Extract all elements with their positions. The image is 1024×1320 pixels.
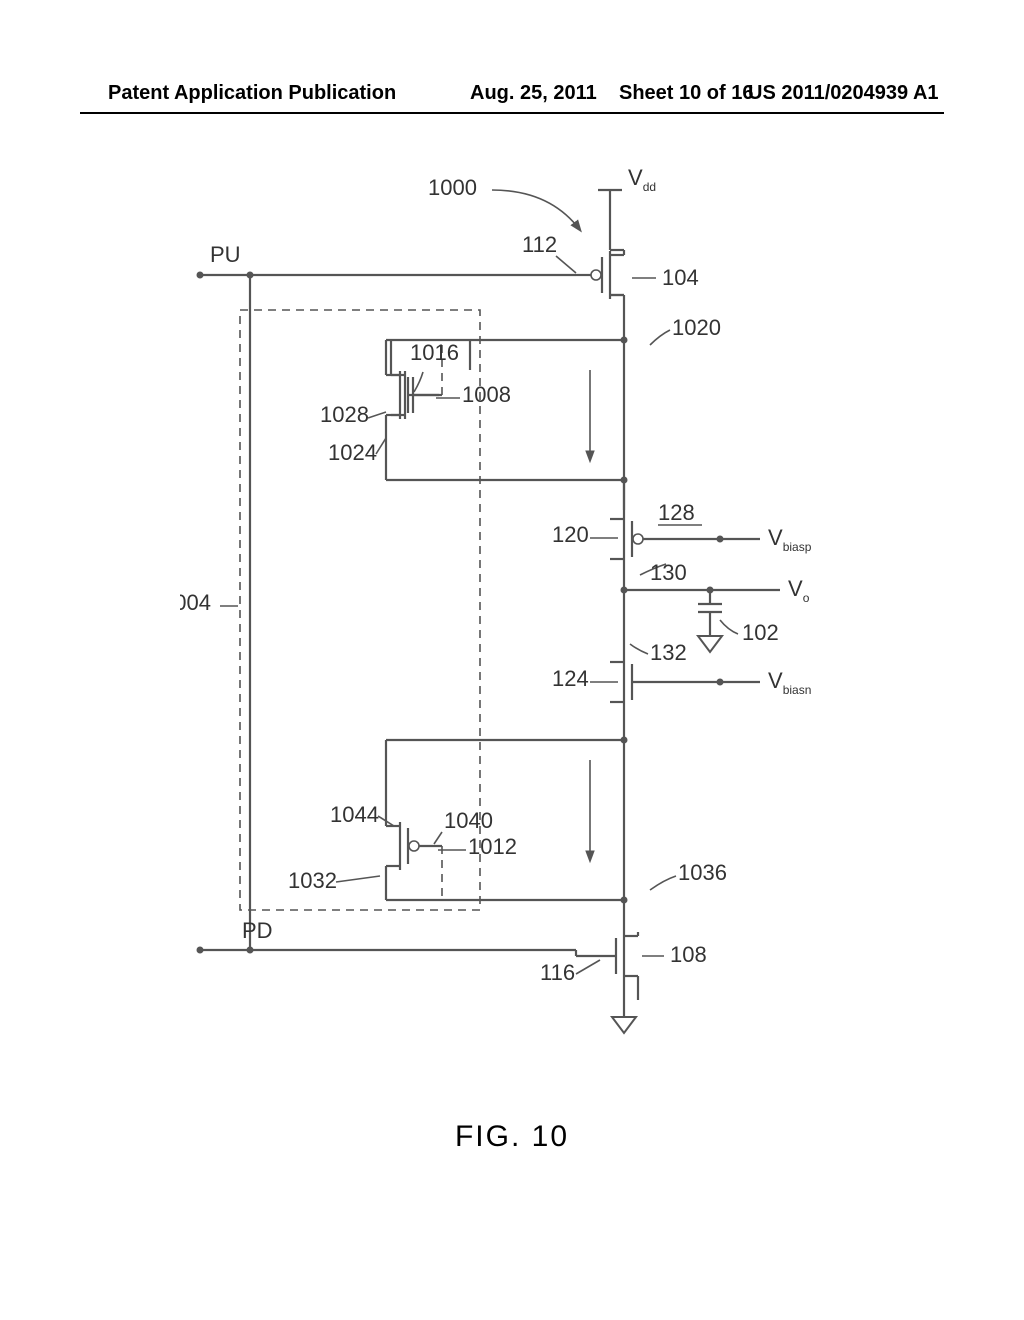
vdd-rail: Vdd	[598, 165, 656, 250]
svg-text:PU: PU	[210, 242, 241, 267]
svg-text:1044: 1044	[330, 802, 379, 827]
svg-text:112: 112	[522, 232, 557, 257]
svg-text:1004: 1004	[180, 590, 211, 615]
ref-1000: 1000	[428, 175, 580, 230]
header-sheet: Sheet 10 of 16	[619, 82, 754, 104]
feedback-left	[247, 272, 254, 951]
svg-text:1028: 1028	[320, 402, 369, 427]
svg-text:Vbiasp: Vbiasp	[768, 525, 812, 554]
header-right: US 2011/0204939 A1	[748, 82, 939, 105]
node-132: 132	[630, 640, 687, 665]
wire-cascode-to-1012	[386, 740, 624, 822]
mos-1008-fix: 1016 1008 1028 1024	[320, 340, 511, 465]
svg-text:116: 116	[540, 960, 575, 985]
svg-text:1036: 1036	[678, 860, 727, 885]
svg-text:1032: 1032	[288, 868, 337, 893]
mos-124: Vbiasn 124	[552, 658, 811, 706]
svg-text:1024: 1024	[328, 440, 377, 465]
svg-text:130: 130	[650, 560, 687, 585]
pd-line: PD	[197, 918, 577, 954]
svg-text:120: 120	[552, 522, 589, 547]
svg-text:124: 124	[552, 666, 589, 691]
leader-1032	[336, 876, 380, 882]
svg-text:102: 102	[742, 620, 779, 645]
svg-text:104: 104	[662, 265, 699, 290]
svg-text:108: 108	[670, 942, 707, 967]
mos-1012: 1044 1040 1012 1032	[288, 802, 517, 900]
svg-text:1000: 1000	[428, 175, 477, 200]
node-1036: 1036	[386, 860, 727, 904]
svg-text:Vbiasn: Vbiasn	[768, 668, 811, 697]
svg-text:1008: 1008	[462, 382, 511, 407]
node-1020: 1020	[470, 315, 721, 370]
header-rule	[80, 112, 944, 114]
figure-caption: FIG. 10	[0, 1120, 1024, 1154]
vo-node: Vo 102	[621, 576, 810, 652]
svg-text:1012: 1012	[468, 834, 517, 859]
pu-line: PU	[197, 242, 577, 279]
header-left: Patent Application Publication	[108, 82, 396, 105]
node-130: 130	[640, 560, 687, 585]
svg-text:Vdd: Vdd	[628, 165, 656, 194]
svg-text:132: 132	[650, 640, 687, 665]
wire-1008-to-cascode	[386, 415, 628, 484]
svg-text:1040: 1040	[444, 808, 493, 833]
svg-text:1016: 1016	[410, 340, 459, 365]
label-1004: 1004	[180, 590, 238, 615]
svg-text:PD: PD	[242, 918, 273, 943]
header-mid: Aug. 25, 2011 Sheet 10 of 16	[470, 82, 754, 105]
schematic-svg: Vdd 1000 104 112 PU 1020	[180, 160, 840, 1090]
svg-text:Vo: Vo	[788, 576, 810, 605]
mos-108: 108 116	[540, 932, 707, 985]
mos-120-fix: Vbiasp 128 120	[552, 480, 812, 565]
schematic-canvas: Vdd 1000 104 112 PU 1020	[180, 160, 840, 1090]
svg-text:1020: 1020	[672, 315, 721, 340]
svg-text:128: 128	[658, 500, 695, 525]
header-date: Aug. 25, 2011	[470, 82, 597, 104]
